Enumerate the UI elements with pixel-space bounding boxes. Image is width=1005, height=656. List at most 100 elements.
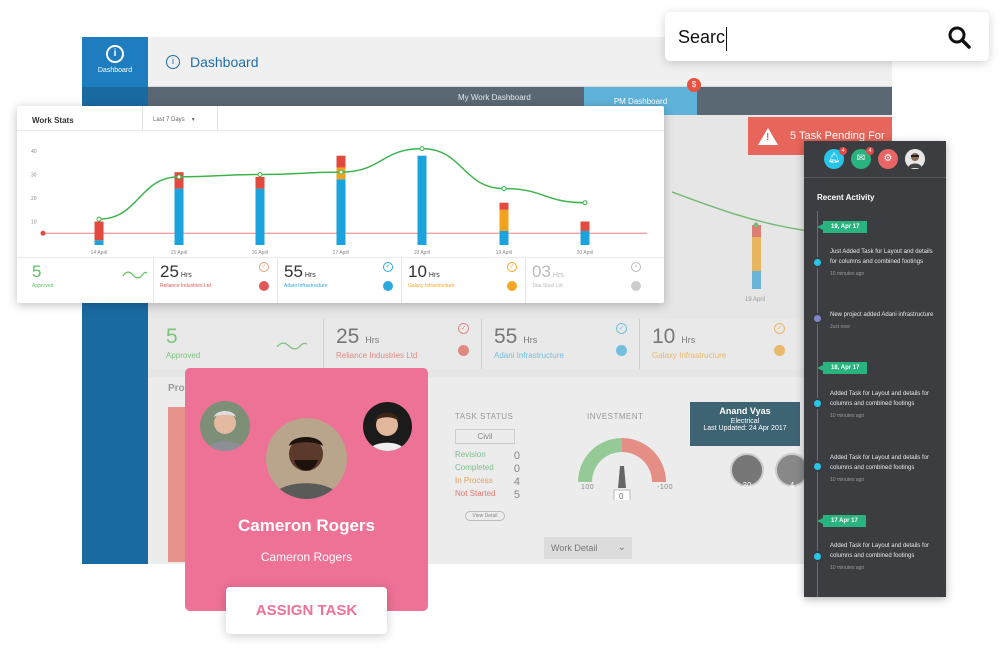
avatar-count: 4	[789, 481, 795, 490]
investment-heading: INVESTMENT	[587, 412, 644, 421]
activity-text: Added Task for Layout and details for co…	[830, 543, 929, 559]
timeline-node	[812, 257, 823, 268]
line-point	[582, 200, 588, 206]
gauge-left-label: 100	[581, 484, 595, 491]
search-icon[interactable]	[947, 25, 971, 49]
wave-icon	[276, 342, 308, 350]
search-bar[interactable]: Searc	[665, 12, 989, 61]
stat-name: Adani Infrastructure	[494, 351, 564, 360]
line-point	[96, 216, 102, 222]
wave-icon	[122, 271, 148, 279]
tooltip-updated: Last Updated: 24 Apr 2017	[703, 425, 787, 432]
recent-activity-panel: 🔔︎ 4 ✉ 4 ⚙ Recent Activity 19, Apr 17 Just…	[804, 141, 946, 597]
bar-segment	[94, 221, 104, 241]
bar-segment	[580, 230, 590, 245]
avatar[interactable]	[200, 401, 250, 451]
background-stats-row: 5 Approved 25 Hrs Reliance Industries Lt…	[148, 319, 892, 369]
page-title: Dashboard	[190, 53, 259, 70]
gear-icon[interactable]: ⚙	[878, 149, 898, 169]
task-status-value: 0	[513, 450, 520, 462]
stat-unit: Hrs	[365, 335, 380, 345]
activity-item[interactable]: Added Task for Layout and details for co…	[830, 389, 938, 421]
search-input[interactable]: Searc	[678, 27, 728, 51]
sidebar-item-label: Dashboard	[97, 67, 133, 74]
divider	[142, 106, 143, 130]
activity-time: 10 minutes ago	[830, 565, 865, 571]
work-detail-button[interactable]: Work Detail ⌄	[544, 537, 632, 559]
info-icon: i	[166, 54, 180, 69]
activity-text: New project added Adani infrastructure	[830, 312, 934, 318]
bar-segment	[336, 179, 346, 245]
line-point	[176, 174, 182, 180]
tab-my-work-dashboard[interactable]: My Work Dashboard	[458, 93, 531, 102]
stat-name: Galaxy Infrastructure	[652, 351, 727, 360]
employee-avatar[interactable]: 4	[775, 453, 809, 490]
check-icon: ✓	[507, 262, 517, 272]
bar-segment	[417, 155, 427, 245]
timeline-date: 18, Apr 17	[816, 362, 868, 374]
check-icon: ✓	[774, 323, 785, 334]
task-status-label: Completed	[455, 463, 494, 472]
work-stats-chart: 40 30 20 10 14 April 15 April 16 April 17 April…	[31, 146, 647, 256]
info-icon: i	[106, 45, 124, 63]
tooltip-name: Anand Vyas	[719, 406, 771, 416]
employee-avatar[interactable]: 30	[730, 453, 764, 490]
pending-task-text: 5 Task Pending For	[790, 130, 885, 142]
stat-value: 03	[532, 262, 551, 281]
stat-value: 25	[336, 325, 360, 348]
task-status-filter[interactable]: Civil	[455, 429, 515, 444]
y-tick-label: 10	[31, 220, 37, 226]
task-status-row: Not Started 5	[455, 489, 520, 501]
profile-name: Cameron Rogers	[238, 516, 375, 535]
assign-task-button[interactable]: ASSIGN TASK	[226, 587, 387, 634]
x-tick-label: 20 April	[577, 250, 594, 256]
stat-name: Reliance Industries Ltd	[160, 283, 211, 289]
divider	[17, 130, 664, 131]
activity-item[interactable]: Added Task for Layout and details for co…	[830, 453, 938, 485]
bar-segment	[94, 240, 104, 245]
date-range-value: Last 7 Days	[153, 117, 185, 123]
task-status-value: 0	[513, 463, 520, 475]
pending-task-alert[interactable]: ! 5 Task Pending For	[748, 117, 892, 155]
stat-name: Approved	[166, 351, 201, 360]
sidebar-item-dashboard[interactable]: i Dashboard	[82, 37, 148, 87]
x-tick-label: 19 April	[496, 250, 513, 256]
mail-icon[interactable]: ✉ 4	[851, 147, 874, 169]
status-dot	[383, 281, 393, 291]
stat-tata: 03 Hrs Tata Steel Ltd ×	[525, 258, 649, 303]
bell-icon[interactable]: 🔔︎ 4	[824, 147, 847, 169]
avatar[interactable]	[905, 149, 925, 169]
x-tick-label: 18 April	[414, 250, 431, 256]
activity-time: 10 minutes ago	[830, 477, 865, 483]
close-icon: ×	[631, 262, 641, 272]
warning-icon: !	[758, 127, 778, 145]
gauge-value: 0	[619, 492, 624, 501]
stat-reliance: 25 Hrs Reliance Industries Ltd ✓	[153, 258, 277, 303]
task-status-label: In Process	[455, 476, 493, 485]
task-status-value: 4	[513, 476, 520, 488]
background-stat-approved: 5 Approved	[148, 319, 323, 369]
stat-unit: Hrs	[180, 272, 192, 279]
stat-adani: 55 Hrs Adani Infrastructure ✓	[277, 258, 401, 303]
view-detail-button[interactable]: View Detail	[465, 511, 505, 521]
bar-segment	[336, 155, 346, 168]
status-dot	[616, 345, 627, 356]
activity-text: Just Added Task for Layout and details f…	[830, 249, 933, 265]
activity-toolbar: 🔔︎ 4 ✉ 4 ⚙	[824, 147, 925, 169]
avatar[interactable]	[266, 418, 347, 499]
timeline-date: 19, Apr 17	[816, 221, 868, 233]
stat-name: Adani Infrastructure	[284, 283, 328, 289]
stat-value: 5	[166, 325, 178, 348]
x-tick-label: 19 April	[745, 297, 765, 303]
activity-item[interactable]: New project added Adani infrastructure J…	[830, 310, 938, 332]
activity-item[interactable]: Just Added Task for Layout and details f…	[830, 247, 938, 279]
bar-segment	[174, 188, 184, 245]
reference-marker	[40, 230, 46, 236]
bar-segment	[499, 209, 509, 231]
background-stat-galaxy: 10 Hrs Galaxy Infrastructure ✓	[639, 319, 797, 369]
avatar[interactable]	[363, 402, 412, 451]
activity-item[interactable]: Added Task for Layout and details for co…	[830, 541, 938, 573]
task-status-row: Completed 0	[455, 463, 520, 475]
date-range-select[interactable]: Last 7 Days ▼	[153, 117, 196, 123]
